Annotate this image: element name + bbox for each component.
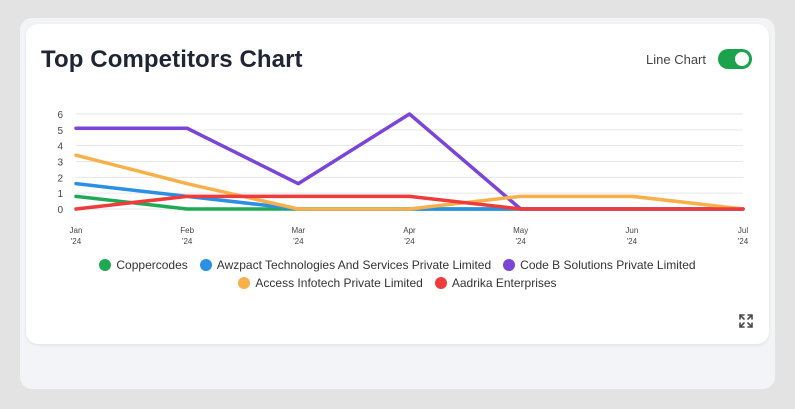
x-tick-label: May '24 [513, 226, 528, 246]
legend-label: Access Infotech Private Limited [255, 276, 423, 290]
toggle-label: Line Chart [646, 51, 706, 67]
legend-swatch [199, 259, 212, 271]
series-line-4[interactable] [74, 194, 745, 211]
y-tick-label: 0 [57, 205, 63, 216]
legend-item[interactable]: Access Infotech Private Limited [238, 276, 423, 290]
x-tick-label: Jan '24 [70, 226, 83, 246]
y-tick-label: 1 [57, 189, 63, 200]
y-tick-label: 2 [57, 173, 63, 184]
x-tick-label: Mar '24 [291, 226, 305, 246]
chart-type-toggle-group: Line Chart [646, 49, 752, 69]
legend-item[interactable]: Aadrika Enterprises [434, 276, 557, 290]
x-tick-label: Jun '24 [625, 226, 638, 246]
toggle-knob [735, 52, 749, 66]
chart-legend: Coppercodes Awzpact Technologies And Serv… [26, 258, 769, 290]
x-tick-label: Feb '24 [180, 226, 194, 246]
x-tick-label: Jul '24 [738, 226, 749, 246]
y-tick-label: 3 [57, 158, 63, 169]
line-chart: 0 1 2 3 4 5 6 Jan '24 Feb '24 Mar '24 Apr '24 May '24 Ju… [57, 110, 749, 246]
content-panel: Top Competitors Chart Line Chart 0 1 2 3 4 5 6… [20, 18, 775, 389]
page-title: Top Competitors Chart [41, 46, 303, 73]
legend-item[interactable]: Coppercodes [99, 258, 188, 272]
x-axis-ticks: Jan '24 Feb '24 Mar '24 Apr '24 May '24 Jun '24 Jul '… [70, 226, 749, 246]
legend-label: Aadrika Enterprises [451, 276, 557, 290]
legend-label: Code B Solutions Private Limited [520, 258, 696, 272]
y-tick-label: 5 [57, 126, 63, 137]
legend-swatch [99, 259, 112, 271]
legend-swatch [503, 259, 516, 271]
line-chart-toggle[interactable] [718, 49, 752, 69]
series-line-3[interactable] [74, 153, 745, 211]
legend-swatch [238, 277, 251, 289]
expand-icon[interactable] [738, 313, 754, 329]
y-tick-label: 4 [57, 142, 63, 153]
chart-card: Top Competitors Chart Line Chart 0 1 2 3 4 5 6… [26, 24, 769, 344]
legend-item[interactable]: Code B Solutions Private Limited [503, 258, 696, 272]
x-tick-label: Apr '24 [403, 226, 416, 246]
legend-item[interactable]: Awzpact Technologies And Services Privat… [199, 258, 492, 272]
legend-swatch [434, 277, 447, 289]
chart-series [74, 112, 745, 211]
legend-label: Awzpact Technologies And Services Privat… [216, 258, 492, 272]
y-axis-ticks: 0 1 2 3 4 5 6 [57, 110, 63, 216]
legend-label: Coppercodes [116, 258, 188, 272]
y-tick-label: 6 [57, 110, 63, 121]
